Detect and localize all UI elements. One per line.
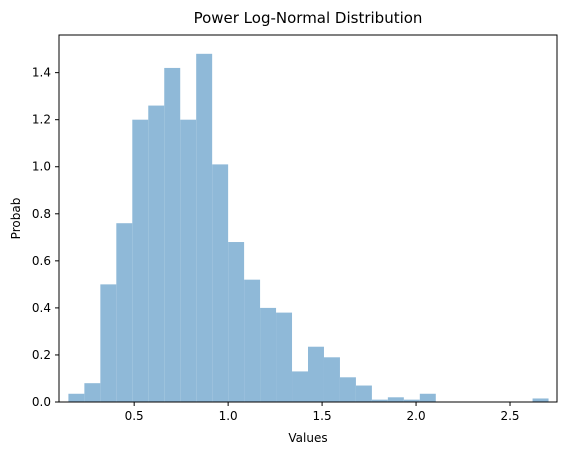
histogram-bar	[419, 393, 436, 402]
histogram-bar	[100, 284, 117, 402]
y-tick-label: 1.4	[32, 66, 51, 80]
x-tick-label: 1.0	[219, 409, 238, 423]
histogram-bar	[164, 67, 181, 402]
y-ticks-group: 0.0 0.2 0.4 0.6 0.8 1.0 1.2 1.4	[32, 66, 59, 409]
histogram-bar	[132, 119, 149, 402]
histogram-bar	[292, 371, 308, 402]
histogram-bar	[68, 393, 85, 402]
chart-title: Power Log-Normal Distribution	[194, 9, 423, 27]
histogram-bar	[387, 397, 404, 402]
histogram-bar	[276, 312, 293, 402]
histogram-bar	[116, 223, 133, 402]
y-axis-label: Probab	[9, 198, 23, 240]
histogram-bar	[532, 398, 549, 402]
histogram-bar	[260, 307, 277, 402]
y-tick-label: 0.0	[32, 395, 51, 409]
histogram-bar	[212, 164, 229, 402]
y-tick-label: 0.2	[32, 348, 51, 362]
histogram-bar	[355, 385, 372, 402]
plot-frame	[58, 34, 558, 403]
histogram-bar	[228, 242, 245, 402]
histogram-bar	[339, 377, 356, 402]
histogram-bar	[180, 119, 197, 402]
histogram-bar	[244, 279, 261, 402]
y-tick-label: 0.6	[32, 254, 51, 268]
x-tick-label: 0.5	[125, 409, 144, 423]
x-tick-label: 1.5	[313, 409, 332, 423]
histogram-bar	[403, 399, 420, 402]
x-tick-label: 2.0	[407, 409, 426, 423]
y-tick-label: 0.4	[32, 301, 51, 315]
histogram-bar	[323, 357, 340, 402]
x-axis-label: Values	[288, 431, 327, 445]
bars-group	[68, 53, 549, 403]
x-ticks-group: 0.5 1.0 1.5 2.0 2.5	[125, 402, 520, 423]
histogram-bar	[196, 53, 213, 402]
histogram-bar	[308, 346, 324, 402]
y-tick-label: 0.8	[32, 207, 51, 221]
y-tick-label: 1.0	[32, 160, 51, 174]
histogram-bar	[371, 399, 388, 402]
x-tick-label: 2.5	[500, 409, 519, 423]
histogram-bar	[148, 105, 165, 403]
histogram-bar	[84, 383, 101, 402]
y-tick-label: 1.2	[32, 113, 51, 127]
